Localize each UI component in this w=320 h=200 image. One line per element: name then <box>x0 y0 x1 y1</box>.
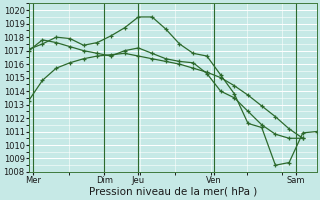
X-axis label: Pression niveau de la mer( hPa ): Pression niveau de la mer( hPa ) <box>89 187 257 197</box>
